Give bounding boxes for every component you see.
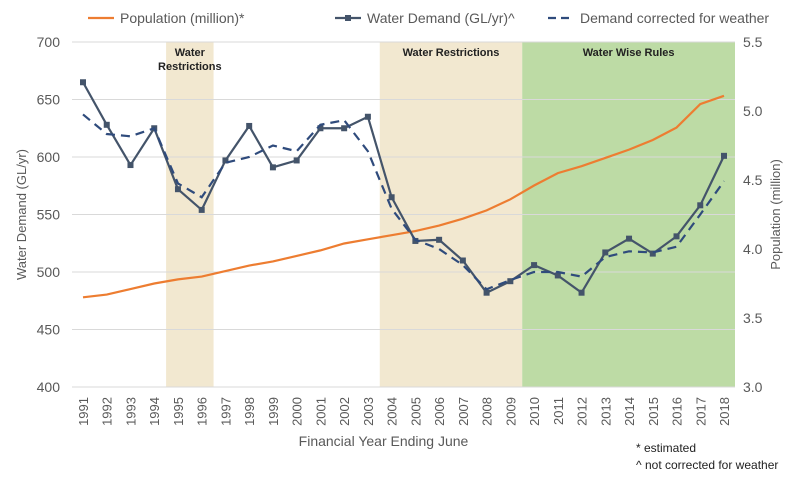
band-label-1: Water Restrictions [403,47,500,59]
x-tick-label: 1993 [123,397,138,426]
footnote-estimated: * estimated [636,441,697,455]
data-point [483,289,490,296]
x-tick-label: 2016 [670,397,685,426]
data-point [578,289,585,296]
footnote-not-corrected: ^ not corrected for weather [636,458,779,472]
data-point [246,122,253,129]
data-point [673,233,680,240]
x-tick-label: 2018 [717,397,732,426]
data-point [103,121,110,128]
data-point [721,152,727,159]
x-tick-label: 1994 [147,397,162,426]
x-tick-label: 2010 [527,397,542,426]
x-tick-label: 2007 [456,397,471,426]
data-point [388,194,395,201]
y2-tick-label: 3.0 [743,379,763,395]
x-tick-label: 1996 [195,397,210,426]
y2-tick-label: 4.0 [743,241,763,257]
data-point [80,79,86,86]
data-point [127,162,134,169]
x-tick-label: 2001 [313,397,328,426]
x-tick-label: 2012 [575,397,590,426]
data-point [269,164,276,171]
x-tick-label: 1995 [171,397,186,426]
x-tick-label: 2006 [432,397,447,426]
series-line-1 [82,81,725,295]
y2-tick-label: 5.5 [743,34,763,50]
band-label-2: Water Wise Rules [583,47,675,59]
data-point [341,125,348,132]
x-tick-label: 2000 [290,397,305,426]
x-tick-label: 1992 [100,397,115,426]
x-tick-label: 1998 [242,397,257,426]
y2-axis-title: Population (million) [768,159,783,270]
x-tick-label: 2011 [551,397,566,425]
y-tick-label: 650 [37,92,61,108]
y-tick-label: 600 [37,149,61,165]
x-tick-label: 1999 [266,397,281,426]
legend-label-0: Population (million)* [120,10,245,26]
data-point [602,249,609,256]
y2-tick-label: 5.0 [743,103,763,119]
data-point [436,236,443,243]
legend-label-1: Water Demand (GL/yr)^ [367,10,515,26]
x-tick-label: 2004 [385,397,400,426]
data-point [507,278,514,285]
legend-label-2: Demand corrected for weather [580,10,769,26]
x-tick-label: 2002 [337,397,352,426]
data-point [649,250,656,257]
data-point [222,157,229,164]
x-tick-label: 2017 [693,397,708,426]
x-tick-label: 2005 [408,397,423,426]
y-tick-label: 450 [37,322,61,338]
data-point [174,186,181,193]
data-point [554,272,561,279]
legend-marker [345,15,351,21]
data-point [697,202,704,209]
y-tick-label: 700 [37,34,61,50]
y2-tick-label: 3.5 [743,310,763,326]
y-axis-title: Water Demand (GL/yr) [14,149,29,280]
x-tick-label: 1997 [218,397,233,426]
x-tick-label: 2008 [480,397,495,426]
y-tick-label: 400 [37,379,61,395]
data-point [198,206,205,213]
x-tick-label: 2014 [622,397,637,426]
series-line-2 [82,113,725,291]
x-tick-label: 2009 [503,397,518,426]
data-point [459,257,466,264]
data-point [364,113,371,120]
x-tick-label: 2013 [598,397,613,426]
band-label-0: Water [175,47,206,59]
band-label-0: Restrictions [158,61,222,73]
x-axis-title: Financial Year Ending June [299,433,469,449]
data-point [626,235,633,242]
series-line-0 [82,94,725,299]
y2-tick-label: 4.5 [743,172,763,188]
x-tick-label: 2003 [361,397,376,426]
y-tick-label: 550 [37,207,61,223]
footnotes: * estimated ^ not corrected for weather [636,440,778,474]
data-point [317,125,324,132]
x-tick-label: 1991 [76,397,91,426]
y-tick-label: 500 [37,264,61,280]
x-tick-label: 2015 [646,397,661,426]
data-point [531,262,538,269]
data-point [293,157,300,164]
